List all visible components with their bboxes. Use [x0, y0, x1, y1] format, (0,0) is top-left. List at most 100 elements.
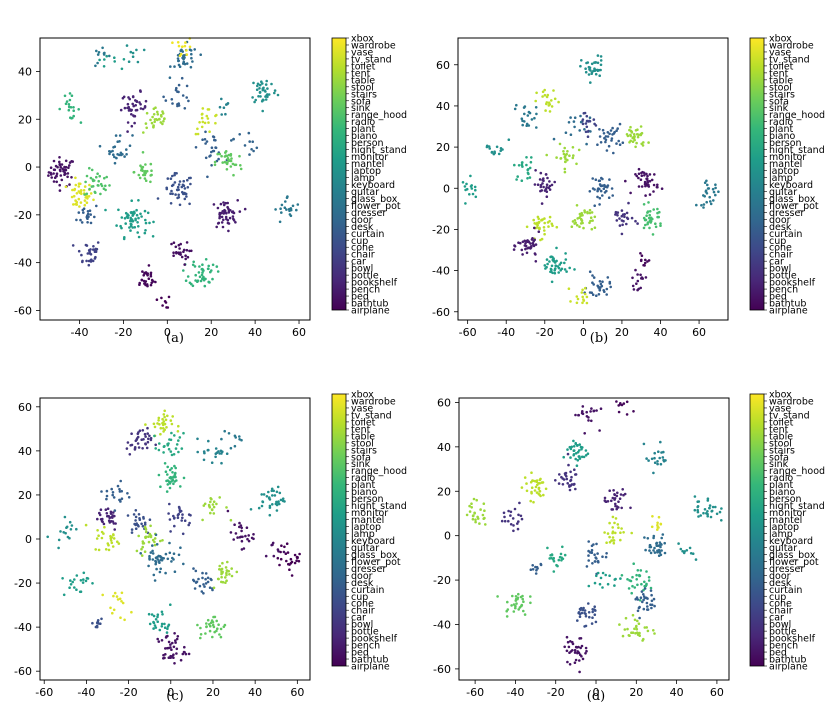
scatter-point [88, 209, 92, 212]
scatter-point [86, 577, 90, 580]
scatter-point [220, 97, 223, 101]
scatter-point [145, 446, 149, 450]
scatter-point [209, 500, 212, 504]
scatter-point [224, 566, 228, 569]
scatter-point [582, 298, 585, 301]
scatter-point [197, 271, 201, 274]
scatter-point [72, 109, 75, 112]
scatter-point [683, 550, 686, 553]
scatter-point [123, 217, 127, 220]
scatter-point [598, 135, 602, 138]
scatter-point [233, 523, 236, 526]
scatter-point [584, 624, 588, 628]
scatter-point [64, 185, 68, 189]
scatter-point [227, 569, 230, 573]
scatter-point [181, 45, 184, 48]
scatter-point [222, 203, 226, 207]
scatter-point [550, 264, 554, 268]
scatter-point [145, 283, 148, 287]
scatter-point [159, 555, 163, 559]
scatter-point [172, 645, 176, 649]
scatter-point [191, 60, 194, 63]
scatter-point [615, 507, 618, 511]
scatter-point [643, 580, 646, 584]
colorbar-label-sofa: sofa [351, 452, 371, 463]
scatter-point [216, 222, 220, 225]
scatter-point [296, 556, 299, 559]
y-tick-label: 20 [18, 113, 32, 126]
scatter-point [593, 204, 596, 207]
scatter-point [293, 553, 297, 557]
scatter-point [182, 431, 185, 435]
scatter-point [615, 129, 618, 132]
scatter-point [137, 173, 141, 177]
scatter-point [148, 556, 151, 560]
scatter-point [714, 183, 717, 186]
colorbar-label-cone: cone [351, 599, 374, 610]
scatter-point [118, 487, 121, 491]
scatter-point [168, 486, 172, 490]
scatter-point [545, 195, 549, 198]
scatter-point [146, 426, 149, 430]
scatter-point [635, 573, 638, 577]
scatter-point [611, 536, 615, 539]
scatter-point [652, 190, 655, 193]
scatter-point [581, 122, 585, 126]
scatter-point [592, 283, 595, 286]
scatter-point [131, 51, 135, 55]
scatter-point [201, 271, 204, 274]
scatter-point [585, 119, 589, 123]
caption-c: (c) [166, 689, 183, 704]
scatter-point [234, 163, 238, 167]
scatter-point [516, 175, 519, 178]
scatter-point [625, 413, 629, 416]
scatter-point [181, 513, 184, 516]
colorbar-label-stairs: stairs [769, 445, 795, 456]
scatter-point [173, 632, 176, 635]
scatter-point [211, 263, 215, 267]
scatter-point [610, 139, 613, 142]
scatter-point [214, 146, 218, 150]
scatter-point [574, 452, 578, 455]
scatter-point [181, 652, 185, 656]
scatter-point [196, 437, 199, 441]
scatter-point [656, 525, 660, 529]
scatter-point [164, 571, 167, 575]
scatter-point [166, 414, 169, 418]
scatter-point [558, 263, 562, 266]
scatter-point [573, 219, 577, 222]
scatter-point [287, 562, 290, 566]
scatter-point [529, 601, 532, 605]
y-tick-label: -40 [433, 618, 451, 631]
scatter-point [84, 579, 88, 583]
colorbar-b: airplanebathtubbedbenchbookshelfbottlebo… [749, 34, 825, 317]
scatter-point [149, 283, 153, 287]
scatter-point [659, 224, 662, 227]
scatter-point [580, 455, 584, 459]
scatter-point [652, 471, 655, 475]
scatter-point [135, 208, 138, 212]
scatter-point [614, 504, 617, 508]
scatter-point [147, 535, 150, 538]
scatter-point [46, 535, 49, 539]
scatter-point [135, 48, 138, 52]
scatter-point [651, 217, 654, 221]
scatter-point [199, 626, 202, 630]
scatter-point [563, 261, 566, 265]
scatter-point [463, 185, 467, 188]
scatter-point [647, 183, 650, 187]
scatter-point [185, 53, 189, 56]
scatter-point [520, 486, 524, 489]
scatter-point [131, 134, 134, 137]
scatter-point [239, 164, 242, 167]
colorbar-label-sofa: sofa [769, 96, 789, 107]
scatter-point [225, 506, 228, 509]
scatter-point [198, 275, 202, 279]
scatter-point [144, 163, 147, 166]
scatter-point [137, 431, 140, 434]
scatter-point [127, 60, 131, 63]
scatter-point [530, 490, 533, 494]
scatter-point [273, 89, 277, 92]
scatter-point [584, 449, 588, 452]
